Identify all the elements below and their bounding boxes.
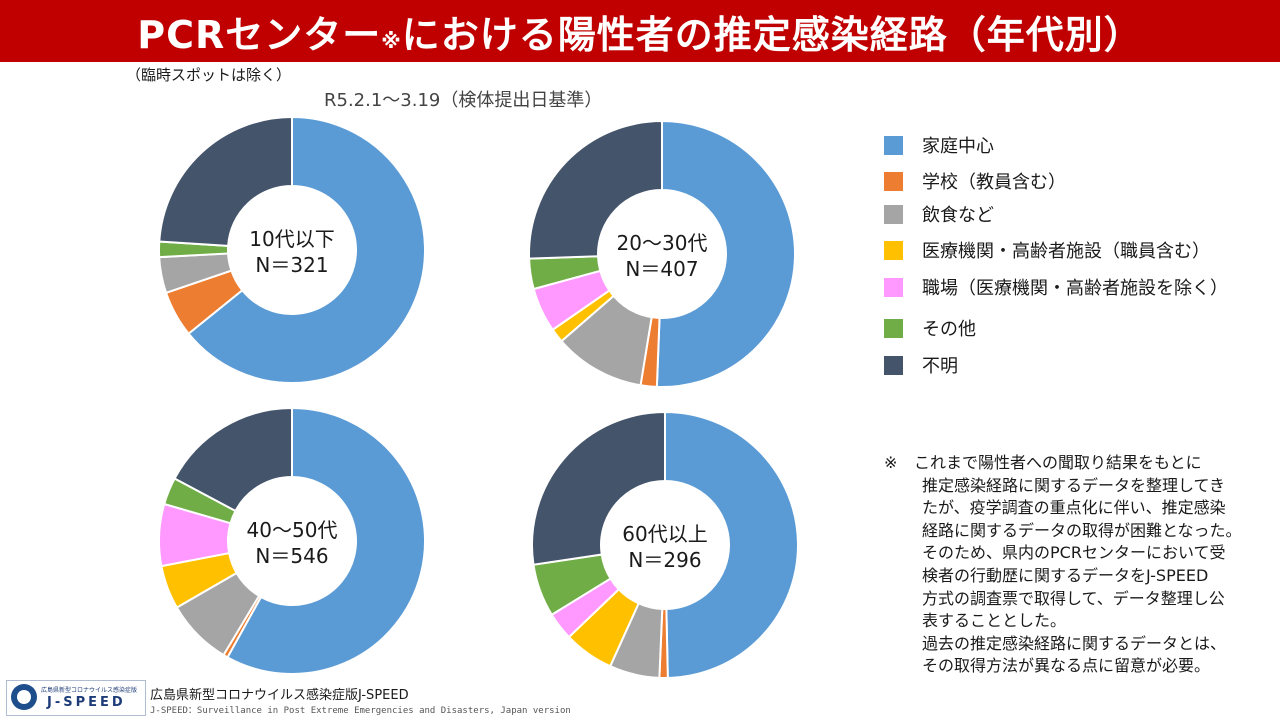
legend-item-dining: 飲食など	[884, 201, 994, 227]
chart-count-label: N＝321	[255, 253, 328, 277]
footnote-line: 表することとした。	[922, 611, 1067, 631]
legend-swatch	[884, 135, 903, 155]
exclusion-note: （臨時スポットは除く）	[126, 66, 292, 84]
title-main: PCRセンター	[137, 12, 382, 57]
title-footnote-mark: ※	[381, 28, 402, 53]
legend-item-school: 学校（教員含む）	[884, 168, 1066, 194]
chart-count-label: N＝407	[625, 257, 698, 281]
j-speed-logo: 広島県新型コロナウイルス感染症版 J-SPEED	[6, 680, 146, 716]
legend-label: 医療機関・高齢者施設（職員含む）	[922, 241, 1210, 262]
footnote: ※ これまで陽性者への聞取り結果をもとに 推定感染経路に関するデータを整理してき…	[884, 452, 1276, 678]
slice-home	[226, 406, 426, 675]
slice-unknown	[173, 406, 293, 513]
legend-label: 学校（教員含む）	[922, 172, 1066, 193]
globe-icon	[11, 684, 37, 710]
legend-label: その他	[922, 319, 976, 340]
footnote-line: たが、疫学調査の重点化に伴い、推定感染	[922, 498, 1226, 518]
footnote-line: これまで陽性者への聞取り結果をもとに	[914, 453, 1202, 472]
footnote-line: その取得方法が異なる点に留意が必要。	[922, 656, 1211, 676]
legend-label: 職場（医療機関・高齢者施設を除く）	[922, 278, 1228, 299]
logo-subtitle: 広島県新型コロナウイルス感染症版	[41, 687, 138, 694]
footnote-line: そのため、県内のPCRセンターにおいて受	[922, 543, 1226, 563]
legend-swatch	[884, 240, 903, 260]
period-label: R5.2.1～3.19（検体提出日基準）	[324, 90, 603, 111]
page-title: PCRセンター※における陽性者の推定感染経路（年代別）	[137, 4, 1142, 59]
legend-item-home: 家庭中心	[884, 132, 994, 158]
chart-count-label: N＝546	[255, 544, 328, 568]
chart-age-label: 40～50代	[247, 518, 338, 542]
footnote-line: 推定感染経路に関するデータを整理してき	[922, 475, 1226, 495]
slice-home	[187, 115, 426, 384]
footer-subtitle: J-SPEED：Surveillance in Post Extreme Eme…	[150, 706, 571, 716]
footnote-line: 検者の行動歴に関するデータをJ-SPEED	[922, 565, 1209, 585]
legend-item-other: その他	[884, 315, 976, 341]
legend-label: 不明	[922, 356, 958, 377]
footnote-line: 過去の推定感染経路に関するデータとは、	[922, 633, 1227, 653]
legend-item-unknown: 不明	[884, 352, 958, 378]
legend-label: 家庭中心	[922, 136, 994, 157]
title-bar: PCRセンター※における陽性者の推定感染経路（年代別）	[0, 0, 1280, 62]
legend-label: 飲食など	[922, 205, 994, 226]
title-rest: における陽性者の推定感染経路（年代別）	[401, 12, 1143, 57]
slice-home	[664, 410, 799, 679]
footnote-line: 経路に関するデータの取得が困難となった。	[922, 520, 1242, 540]
chart-age-label: 20～30代	[617, 231, 708, 255]
legend-swatch	[884, 171, 903, 191]
slice-unknown	[528, 119, 663, 260]
chart-count-label: N＝296	[628, 548, 701, 572]
slice-unknown	[158, 115, 293, 247]
legend-swatch	[884, 204, 903, 224]
footer-name: 広島県新型コロナウイルス感染症版J-SPEED	[150, 688, 409, 703]
legend-item-workplace: 職場（医療機関・高齢者施設を除く）	[884, 274, 1228, 300]
slice-home	[655, 119, 796, 388]
footnote-line: 方式の調査票で取得して、データ整理し公	[922, 588, 1225, 608]
chart-age-label: 10代以下	[249, 227, 334, 251]
chart-age-label: 60代以上	[622, 522, 707, 546]
legend-swatch	[884, 277, 903, 297]
legend-item-medical: 医療機関・高齢者施設（職員含む）	[884, 237, 1210, 263]
legend-swatch	[884, 355, 903, 375]
logo-wordmark: J-SPEED	[47, 695, 126, 710]
footnote-mark: ※	[884, 453, 898, 472]
legend-swatch	[884, 318, 903, 338]
slice-unknown	[531, 410, 666, 566]
